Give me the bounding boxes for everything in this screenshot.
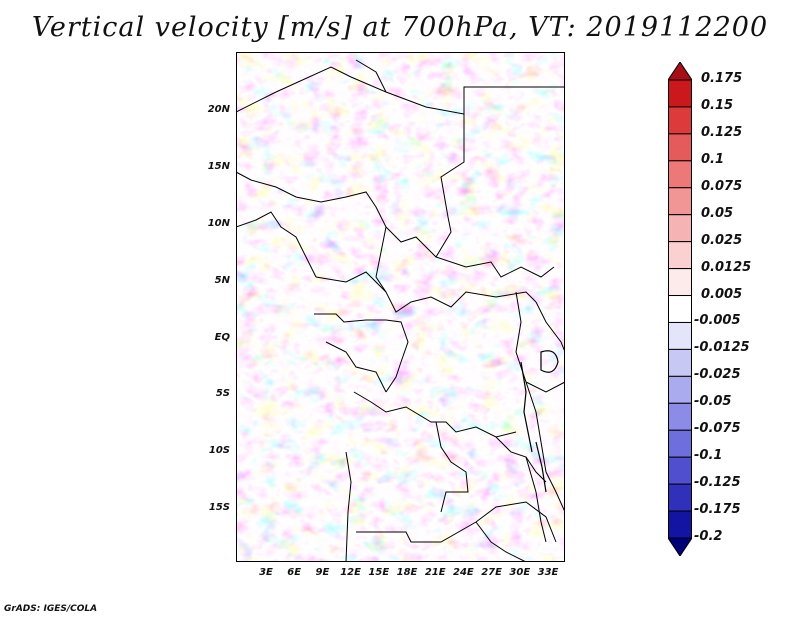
- x-tick-label: 15E: [368, 567, 390, 578]
- x-tick-label: 24E: [453, 567, 474, 578]
- x-tick-label: 9E: [315, 567, 330, 578]
- colorbar-top-arrow: [668, 62, 692, 81]
- colorbar-label: -0.125: [694, 475, 741, 491]
- colorbar-bin: [668, 160, 692, 189]
- colorbar-bottom-arrow: [668, 537, 692, 556]
- colorbar-bin: [668, 133, 692, 162]
- colorbar-bin: [668, 402, 692, 431]
- colorbar-bin: [668, 106, 692, 135]
- country-borders: [236, 59, 565, 562]
- vertical-velocity-field: [236, 52, 565, 562]
- colorbar-bin: [668, 375, 692, 404]
- y-tick-label: 15S: [208, 502, 230, 513]
- colorbar-bin: [668, 429, 692, 458]
- colorbar-label: -0.2: [694, 529, 723, 544]
- colorbar-bin: [668, 268, 692, 297]
- colorbar-label: -0.025: [694, 367, 741, 383]
- y-tick-label: EQ: [214, 332, 230, 343]
- y-tick-label: 5S: [215, 388, 230, 399]
- colorbar-bin: [668, 483, 692, 512]
- colorbar-label: 0.075: [701, 178, 743, 194]
- colorbar-label: -0.175: [694, 502, 741, 518]
- colorbar-bin: [668, 295, 692, 323]
- y-tick-label: 10N: [207, 218, 230, 229]
- x-tick-label: 27E: [481, 567, 502, 578]
- lakes-outline: [520, 350, 559, 493]
- y-tick-label: 20N: [207, 104, 230, 115]
- colorbar-bin: [668, 348, 692, 377]
- colorbar-label: 0.0125: [701, 259, 752, 275]
- y-tick-label: 15N: [207, 161, 230, 172]
- map-title: Vertical velocity [m/s] at 700hPa, VT: 2…: [31, 12, 769, 43]
- colorbar-bin: [668, 79, 692, 108]
- colorbar-label: -0.005: [694, 313, 741, 329]
- colorbar-label: 0.125: [701, 124, 743, 140]
- x-tick-label: 21E: [424, 567, 446, 578]
- colorbar-label: 0.175: [701, 71, 743, 86]
- footer-credit: GrADS: IGES/COLA: [4, 604, 98, 614]
- colorbar-bin: [668, 241, 692, 270]
- colorbar-label: -0.0125: [694, 340, 750, 356]
- colorbar-label: -0.075: [694, 421, 741, 437]
- x-tick-label: 12E: [340, 567, 361, 578]
- colorbar: [668, 62, 692, 556]
- x-tick-label: 3E: [259, 567, 273, 578]
- y-tick-label: 5N: [214, 275, 230, 286]
- x-tick-label: 30E: [509, 567, 531, 578]
- colorbar-bin: [668, 321, 692, 350]
- x-tick-label: 6E: [287, 567, 302, 578]
- colorbar-bin: [668, 510, 692, 539]
- colorbar-label: -0.05: [694, 394, 732, 410]
- colorbar-label: 0.1: [701, 151, 725, 167]
- y-tick-label: 10S: [208, 445, 230, 456]
- x-tick-label: 33E: [537, 567, 559, 578]
- velocity-map: [236, 52, 565, 562]
- colorbar-bin: [668, 214, 692, 243]
- colorbar-bin: [668, 187, 692, 216]
- colorbar-label: 0.025: [701, 232, 743, 248]
- colorbar-bin: [668, 456, 692, 485]
- colorbar-label: 0.15: [701, 97, 734, 113]
- colorbar-label: -0.1: [694, 448, 723, 464]
- colorbar-label: 0.05: [701, 205, 734, 221]
- x-tick-label: 18E: [396, 567, 418, 578]
- colorbar-label: 0.005: [701, 286, 743, 302]
